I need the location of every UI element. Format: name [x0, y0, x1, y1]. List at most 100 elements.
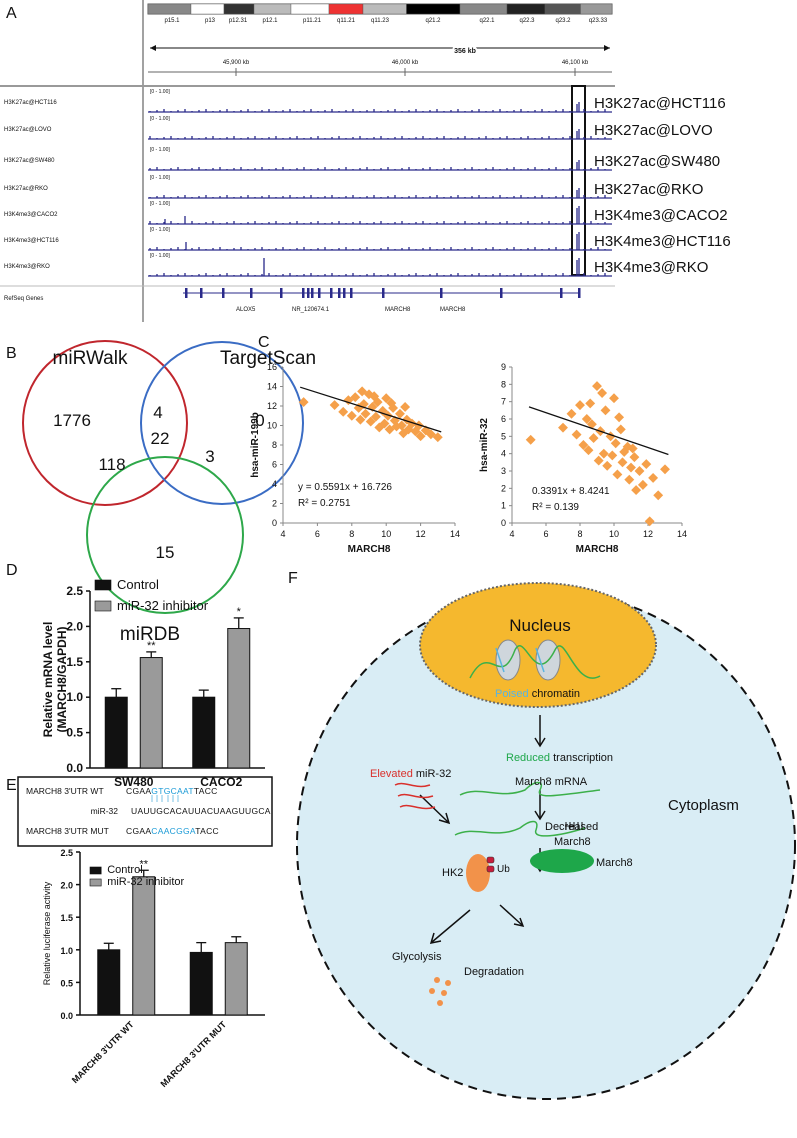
- point: [583, 445, 594, 456]
- set-label: miRDB: [120, 624, 180, 645]
- y-tick-label: 16: [267, 362, 277, 372]
- exon: [222, 288, 225, 298]
- y-tick-label: 2.0: [60, 881, 73, 891]
- protein-label: March8: [596, 857, 633, 869]
- point: [600, 405, 611, 416]
- degradation-dots: [429, 977, 451, 1006]
- march8-protein: [530, 849, 594, 873]
- sequence-label: MARCH8 3'UTR MUT: [26, 826, 109, 836]
- track-label: H3K4me3@CACO2: [594, 207, 728, 224]
- x-tick-label: MARCH8 3'UTR WT: [70, 1019, 136, 1085]
- y-axis-label: Relative luciferase activity: [42, 881, 52, 985]
- band-label: q11.21: [337, 18, 356, 24]
- track-signal: [149, 188, 606, 198]
- exon: [500, 288, 503, 298]
- point: [634, 466, 645, 476]
- chromatin-label: Poised chromatin: [495, 688, 580, 700]
- point: [593, 455, 604, 466]
- set-circle: [22, 340, 188, 506]
- y-tick-label: 0.5: [60, 978, 73, 988]
- point: [660, 464, 670, 475]
- ub-label: Ub: [497, 864, 510, 875]
- point: [629, 452, 640, 463]
- point: [581, 414, 592, 424]
- legend-swatch: [94, 600, 112, 612]
- track-label: H3K27ac@SW480: [594, 153, 720, 170]
- exon: [330, 288, 333, 298]
- sequence: CGAAGTGCAATTACC: [126, 786, 218, 796]
- point: [350, 392, 361, 403]
- point: [578, 440, 589, 450]
- nucleus: [419, 582, 657, 708]
- annotation: 0.3391x + 8.4241: [532, 486, 610, 497]
- band-label: p12.31: [229, 18, 248, 24]
- band-label: p15.1: [164, 18, 180, 24]
- sequence: CGAACAACGGATACC: [126, 826, 219, 836]
- point: [588, 433, 599, 444]
- x-tick-label: 6: [315, 529, 320, 539]
- track-range: [0 - 1.00]: [150, 253, 170, 259]
- poised: Poised: [495, 688, 529, 700]
- span-label: 356 kb: [454, 48, 476, 55]
- y-axis-label: hsa-miR-32: [479, 418, 490, 472]
- band-label: p12.1: [262, 18, 278, 24]
- x-tick-label: 4: [280, 529, 285, 539]
- sequence-part: UAUUGCACAUUACUAAGUUGCA: [131, 806, 271, 816]
- sequence-label: MARCH8 3'UTR WT: [26, 786, 104, 796]
- ideogram-band: [459, 3, 508, 15]
- point: [379, 418, 390, 429]
- y-tick-label: 2.5: [66, 584, 83, 598]
- track-name: H3K4me3@RKO: [4, 264, 50, 270]
- sequence-part: CAACGGA: [151, 826, 196, 836]
- ideogram-band: [253, 3, 292, 15]
- ideogram-band: [406, 3, 461, 15]
- point: [648, 472, 659, 483]
- y-tick-label: 6: [272, 460, 277, 470]
- y-tick-label: 1.5: [66, 655, 83, 669]
- annotation: R² = 0.2751: [298, 498, 351, 509]
- mir: miR-32: [416, 768, 451, 780]
- band-label: q23.2: [555, 18, 571, 24]
- exon: [440, 288, 443, 298]
- refseq-label: RefSeq Genes: [4, 296, 43, 302]
- y-tick-label: 2.0: [66, 619, 83, 633]
- point: [615, 424, 626, 435]
- sequence-part: CGAA: [126, 786, 151, 796]
- x-tick-label: 14: [677, 529, 687, 539]
- x-tick-label: 4: [509, 529, 514, 539]
- point: [607, 450, 618, 461]
- exon: [307, 288, 310, 298]
- gene-name: NR_120674.1: [292, 307, 330, 313]
- panel-label: A: [6, 5, 17, 22]
- point: [298, 397, 309, 408]
- track-label: H3K4me3@RKO: [594, 259, 708, 276]
- y-tick-label: 2.5: [60, 848, 73, 858]
- point: [346, 410, 357, 421]
- y-tick-label: 8: [272, 440, 277, 450]
- hk2-protein: [466, 854, 490, 892]
- gene-name: MARCH8: [385, 307, 411, 313]
- point: [395, 408, 405, 419]
- y-tick-label: 4: [272, 479, 277, 489]
- ideogram-band: [580, 3, 613, 15]
- track-range: [0 - 1.00]: [150, 116, 170, 122]
- ideogram-band: [147, 3, 192, 15]
- y-tick-label: 1.5: [60, 913, 73, 923]
- region-count: 22: [151, 429, 170, 448]
- track-name: H3K27ac@LOVO: [4, 127, 52, 133]
- region-count: 15: [156, 543, 175, 562]
- legend-label: Control: [107, 864, 142, 876]
- point: [413, 420, 424, 431]
- point: [329, 400, 340, 410]
- significance: **: [139, 858, 148, 870]
- glycolysis-label: Glycolysis: [392, 951, 442, 963]
- bar: [227, 628, 251, 769]
- point: [415, 431, 426, 442]
- sequence: UAUUGCACAUUACUAAGUUGCA: [131, 806, 271, 816]
- point: [360, 408, 371, 419]
- exon: [280, 288, 283, 298]
- ideogram-band: [362, 3, 407, 15]
- track-name: H3K27ac@SW480: [4, 158, 55, 164]
- set-circle: [86, 456, 244, 614]
